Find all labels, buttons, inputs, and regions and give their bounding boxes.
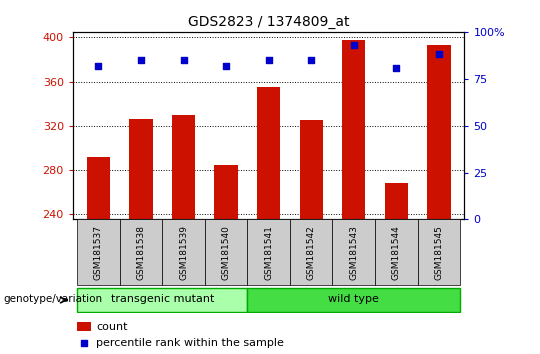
Bar xyxy=(77,288,247,312)
Bar xyxy=(300,120,323,219)
Text: GSM181543: GSM181543 xyxy=(349,225,358,280)
Text: count: count xyxy=(97,322,128,332)
Bar xyxy=(172,115,195,219)
Bar xyxy=(247,219,290,285)
Text: transgenic mutant: transgenic mutant xyxy=(111,295,214,304)
Point xyxy=(137,57,145,63)
Text: percentile rank within the sample: percentile rank within the sample xyxy=(97,338,284,348)
Point xyxy=(222,63,231,68)
Bar xyxy=(342,40,366,219)
Bar xyxy=(129,119,153,219)
Text: GSM181540: GSM181540 xyxy=(221,225,231,280)
Bar xyxy=(384,183,408,219)
Text: GSM181539: GSM181539 xyxy=(179,225,188,280)
Point xyxy=(265,57,273,63)
Bar xyxy=(87,156,110,219)
Point xyxy=(79,340,88,346)
Bar xyxy=(247,288,460,312)
Bar xyxy=(375,219,417,285)
Point xyxy=(349,42,358,48)
Bar xyxy=(427,45,450,219)
Point xyxy=(179,57,188,63)
Text: GSM181542: GSM181542 xyxy=(307,225,316,280)
Text: GSM181537: GSM181537 xyxy=(94,225,103,280)
Bar xyxy=(162,219,205,285)
Bar xyxy=(257,87,280,219)
Point xyxy=(392,65,401,70)
Point xyxy=(435,52,443,57)
Bar xyxy=(290,219,333,285)
Text: GSM181545: GSM181545 xyxy=(434,225,443,280)
Bar xyxy=(333,219,375,285)
Title: GDS2823 / 1374809_at: GDS2823 / 1374809_at xyxy=(188,16,349,29)
Bar xyxy=(214,165,238,219)
Bar xyxy=(77,322,91,331)
Text: genotype/variation: genotype/variation xyxy=(4,295,103,304)
Bar xyxy=(77,219,120,285)
Text: GSM181544: GSM181544 xyxy=(392,225,401,280)
Point xyxy=(307,57,315,63)
Point xyxy=(94,63,103,68)
Bar xyxy=(205,219,247,285)
Text: GSM181538: GSM181538 xyxy=(137,225,145,280)
Text: GSM181541: GSM181541 xyxy=(264,225,273,280)
Text: wild type: wild type xyxy=(328,295,379,304)
Bar xyxy=(120,219,162,285)
Bar xyxy=(417,219,460,285)
